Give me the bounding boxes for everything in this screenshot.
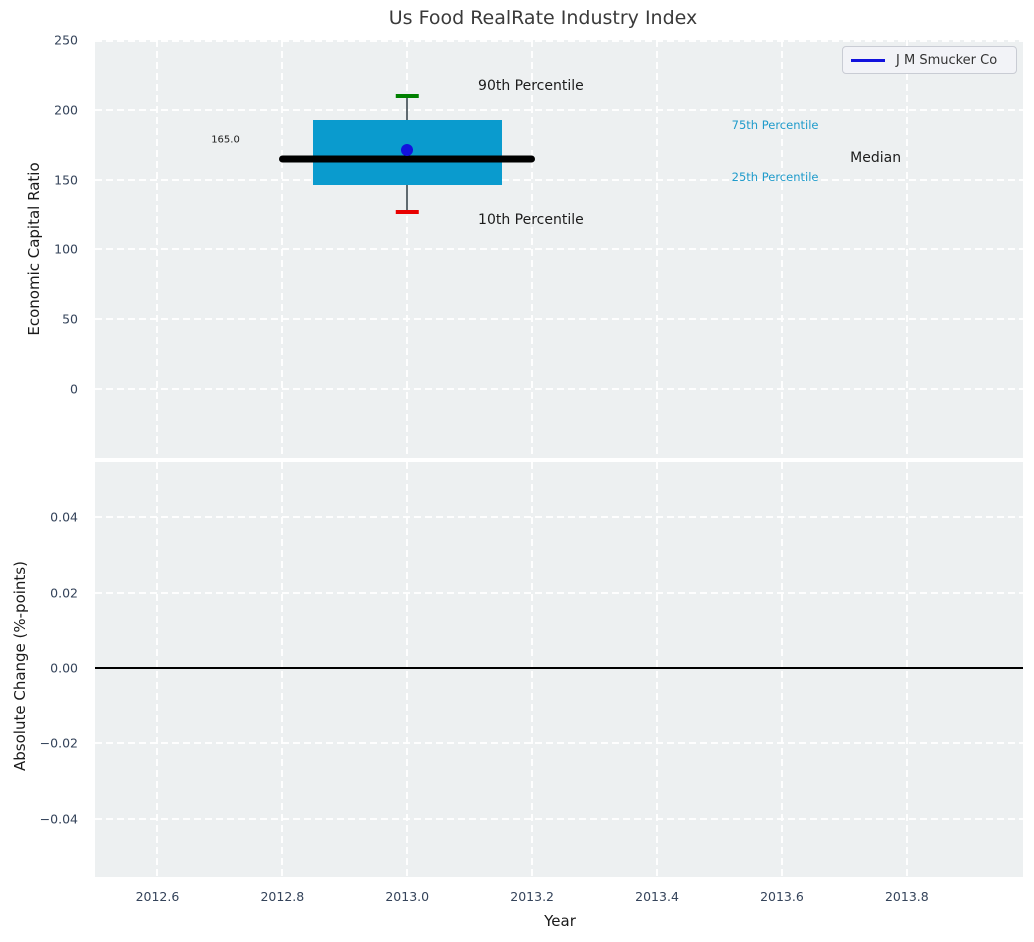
median-line	[279, 155, 536, 163]
x-tick-label: 2012.6	[135, 889, 180, 904]
y-tick-label: −0.04	[39, 811, 78, 827]
y-gridline	[95, 591, 1023, 594]
legend: J M Smucker Co	[842, 46, 1017, 74]
y-tick-label: −0.02	[39, 735, 78, 751]
company-marker	[401, 144, 414, 157]
y-tick-label: 100	[54, 241, 78, 257]
y-tick-label: 0	[70, 381, 78, 397]
x-gridline	[156, 462, 159, 877]
x-tick-label: 2013.6	[760, 889, 804, 904]
x-tick-label: 2013.2	[510, 889, 555, 904]
legend-label: J M Smucker Co	[896, 52, 998, 68]
x-gridline	[905, 462, 908, 877]
y-tick-label: 50	[62, 311, 78, 327]
x-gridline	[780, 462, 783, 877]
y-tick-label: 0.04	[50, 509, 78, 525]
y-tick-label: 150	[54, 172, 78, 188]
x-gridline	[281, 462, 284, 877]
x-gridline	[656, 462, 659, 877]
y-tick-label: 200	[54, 102, 78, 118]
chart-title: Us Food RealRate Industry Index	[388, 7, 698, 29]
annotation-25th-percentile: 25th Percentile	[731, 169, 819, 184]
x-gridline	[905, 40, 908, 458]
y-gridline	[95, 516, 1023, 519]
y-gridline	[95, 248, 1023, 251]
zero-line	[95, 666, 1023, 669]
legend-line-icon	[851, 58, 885, 62]
p90-cap	[396, 93, 419, 98]
annotation-10th-percentile: 10th Percentile	[478, 212, 584, 229]
top-plot-area: 90th Percentile 10th Percentile 165.0 75th …	[95, 40, 1023, 458]
annotation-75th-percentile: 75th Percentile	[731, 117, 819, 132]
y-tick-label: 0.02	[50, 585, 78, 601]
x-axis-label: Year	[544, 912, 576, 930]
x-tick-label: 2013.0	[385, 889, 430, 904]
y-gridline	[95, 817, 1023, 820]
x-gridline	[656, 40, 659, 458]
annotation-median-value: 165.0	[211, 134, 240, 146]
x-gridline	[406, 462, 409, 877]
y-gridline	[95, 178, 1023, 181]
x-gridline	[780, 40, 783, 458]
x-tick-label: 2013.8	[884, 889, 929, 904]
x-tick-label: 2012.8	[260, 889, 305, 904]
x-gridline	[531, 40, 534, 458]
x-gridline	[531, 462, 534, 877]
p10-cap	[396, 209, 419, 214]
x-gridline	[281, 40, 284, 458]
y-gridline	[95, 108, 1023, 111]
annotation-90th-percentile: 90th Percentile	[478, 77, 584, 94]
y-gridline	[95, 742, 1023, 745]
x-tick-label: 2013.4	[635, 889, 679, 904]
y-gridline	[95, 388, 1023, 391]
y-tick-label: 250	[54, 32, 78, 48]
bottom-plot-area	[95, 462, 1023, 877]
bottom-y-axis-label: Absolute Change (%-points)	[11, 561, 29, 771]
annotation-median-label: Median	[850, 149, 902, 166]
y-gridline	[95, 318, 1023, 321]
x-gridline	[156, 40, 159, 458]
y-gridline	[95, 40, 1023, 42]
y-tick-label: 0.00	[50, 660, 78, 676]
